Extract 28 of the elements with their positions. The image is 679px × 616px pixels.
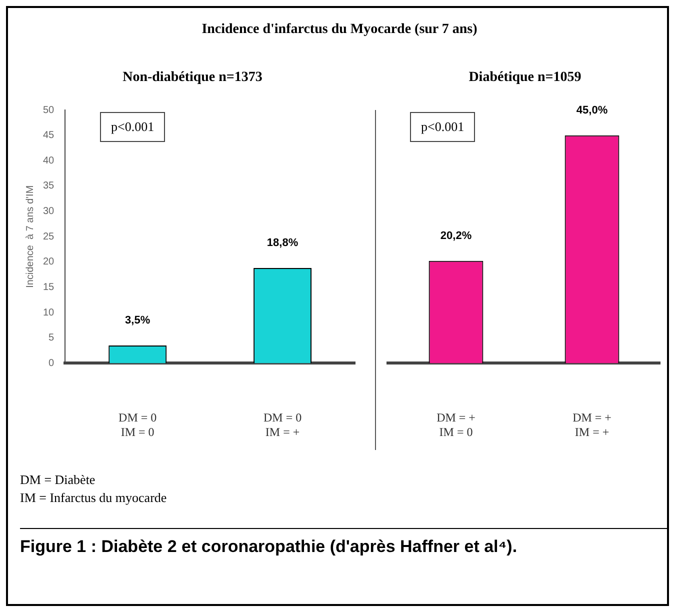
chart-title: Incidence d'infarctus du Myocarde (sur 7 ans) xyxy=(200,22,478,38)
x-tick-label: DM = 0 IM = + xyxy=(263,410,302,439)
y-tick-label: 40 xyxy=(43,155,55,166)
text: DM = Diabète xyxy=(20,472,96,488)
x-tick-label: DM = + IM = + xyxy=(572,410,612,439)
annotation: p<0.001 xyxy=(100,112,166,142)
chart-subtitle: Diabétique n=1059 xyxy=(468,70,582,86)
y-tick-label: 30 xyxy=(43,206,55,218)
data-label: 20,2% xyxy=(440,230,472,242)
chart-subtitle: Non-diabétique n=1373 xyxy=(122,70,264,86)
y-tick-label: 45 xyxy=(43,130,55,142)
y-tick-label: 10 xyxy=(43,307,55,318)
y-tick-label: 50 xyxy=(43,104,55,116)
y-axis-title: Incidence à 7 ans d'IM xyxy=(24,185,36,288)
annotation: p<0.001 xyxy=(410,112,476,142)
y-tick-label: 15 xyxy=(43,282,55,293)
y-tick-label: 0 xyxy=(48,358,55,369)
y-tick-label: 20 xyxy=(43,256,55,268)
data-label: 45,0% xyxy=(576,104,608,116)
x-tick-label: DM = 0 IM = 0 xyxy=(118,410,157,439)
y-tick-label: 5 xyxy=(48,332,55,344)
caption: Figure 1 : Diabète 2 et coronaropathie (d'après Haffner et al⁴). xyxy=(20,528,669,558)
y-tick-label: 25 xyxy=(43,231,55,242)
data-label: 3,5% xyxy=(125,314,150,326)
data-label: 18,8% xyxy=(266,236,298,249)
text: IM = Infarctus du myocarde xyxy=(20,490,167,506)
y-tick-label: 35 xyxy=(43,180,55,192)
x-tick-label: DM = + IM = 0 xyxy=(436,410,476,439)
